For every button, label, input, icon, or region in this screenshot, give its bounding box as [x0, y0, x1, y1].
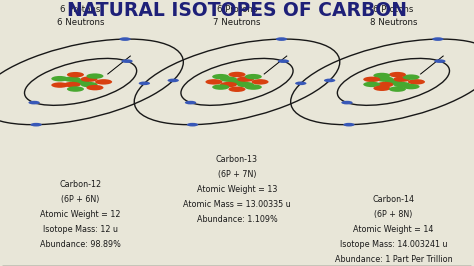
Text: Abundance: 1 Part Per Trillion: Abundance: 1 Part Per Trillion — [335, 255, 452, 264]
Circle shape — [212, 84, 229, 90]
Text: Atomic Weight = 13: Atomic Weight = 13 — [197, 185, 277, 194]
Text: Atomic Weight = 14: Atomic Weight = 14 — [353, 225, 434, 234]
Circle shape — [228, 79, 246, 85]
Circle shape — [363, 77, 380, 82]
Circle shape — [121, 59, 133, 63]
Text: (6P + 8N): (6P + 8N) — [374, 210, 412, 219]
Circle shape — [228, 86, 246, 92]
Circle shape — [276, 37, 287, 41]
Circle shape — [67, 86, 84, 92]
Circle shape — [30, 123, 42, 126]
Circle shape — [376, 76, 393, 82]
Circle shape — [86, 73, 103, 79]
Circle shape — [389, 72, 406, 77]
Circle shape — [119, 37, 131, 41]
Circle shape — [374, 86, 391, 91]
Circle shape — [245, 84, 262, 90]
Circle shape — [95, 79, 112, 85]
Circle shape — [185, 101, 196, 105]
Circle shape — [402, 84, 419, 89]
Circle shape — [72, 79, 89, 85]
Circle shape — [81, 82, 98, 87]
Circle shape — [389, 86, 406, 92]
Circle shape — [374, 73, 391, 78]
Text: (6P + 7N): (6P + 7N) — [218, 170, 256, 179]
Circle shape — [220, 82, 237, 87]
Circle shape — [402, 74, 419, 80]
Text: Isotope Mass: 12 u: Isotope Mass: 12 u — [43, 225, 118, 234]
Circle shape — [228, 72, 246, 77]
Text: (6P + 6N): (6P + 6N) — [62, 195, 100, 204]
Circle shape — [81, 76, 98, 82]
Text: 6 Protons: 6 Protons — [373, 5, 414, 14]
Circle shape — [324, 78, 335, 82]
Circle shape — [295, 81, 307, 85]
Text: Carbon-14: Carbon-14 — [373, 195, 414, 204]
Text: 7 Neutrons: 7 Neutrons — [213, 18, 261, 27]
Circle shape — [205, 79, 222, 85]
Circle shape — [245, 74, 262, 79]
Text: Carbon-13: Carbon-13 — [216, 155, 258, 164]
Circle shape — [408, 79, 425, 85]
Text: Abundance: 1.109%: Abundance: 1.109% — [197, 214, 277, 223]
Circle shape — [86, 85, 103, 90]
Text: 6 Protons: 6 Protons — [217, 5, 257, 14]
Circle shape — [237, 82, 254, 87]
Circle shape — [393, 76, 410, 82]
Circle shape — [363, 82, 380, 87]
Circle shape — [252, 79, 269, 85]
Circle shape — [432, 37, 444, 41]
Circle shape — [212, 74, 229, 79]
Circle shape — [139, 81, 150, 85]
Circle shape — [51, 82, 68, 88]
Circle shape — [51, 76, 68, 81]
Circle shape — [376, 82, 393, 87]
Text: 6 Protons: 6 Protons — [60, 5, 101, 14]
Circle shape — [28, 101, 40, 105]
Circle shape — [64, 82, 81, 87]
Circle shape — [393, 82, 410, 87]
Circle shape — [67, 72, 84, 77]
Text: Atomic Mass = 13.00335 u: Atomic Mass = 13.00335 u — [183, 200, 291, 209]
Circle shape — [64, 76, 81, 82]
Circle shape — [187, 123, 198, 126]
Circle shape — [220, 76, 237, 82]
Circle shape — [341, 101, 353, 105]
Circle shape — [434, 59, 446, 63]
Text: 8 Neutrons: 8 Neutrons — [370, 18, 417, 27]
Circle shape — [343, 123, 355, 126]
Circle shape — [167, 78, 179, 82]
Text: NATURAL ISOTOPES OF CARBON: NATURAL ISOTOPES OF CARBON — [67, 1, 407, 20]
Text: Abundance: 98.89%: Abundance: 98.89% — [40, 240, 121, 249]
Text: 6 Neutrons: 6 Neutrons — [57, 18, 104, 27]
Circle shape — [278, 59, 289, 63]
Text: Atomic Weight = 12: Atomic Weight = 12 — [40, 210, 121, 219]
Text: Isotope Mass: 14.003241 u: Isotope Mass: 14.003241 u — [340, 240, 447, 249]
Circle shape — [237, 76, 254, 82]
Text: Carbon-12: Carbon-12 — [60, 180, 101, 189]
Circle shape — [385, 79, 402, 85]
